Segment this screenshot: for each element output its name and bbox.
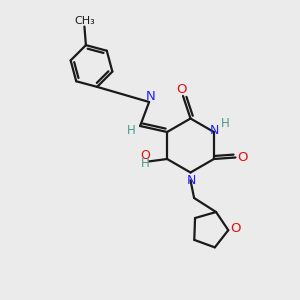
Text: O: O [230,222,241,235]
Text: H: H [141,157,150,170]
Text: N: N [146,90,155,103]
Text: O: O [141,149,151,162]
Text: N: N [209,124,219,137]
Text: O: O [237,151,247,164]
Text: H: H [127,124,136,137]
Text: N: N [186,174,196,187]
Text: O: O [176,83,187,96]
Text: CH₃: CH₃ [74,16,95,26]
Text: H: H [221,117,230,130]
